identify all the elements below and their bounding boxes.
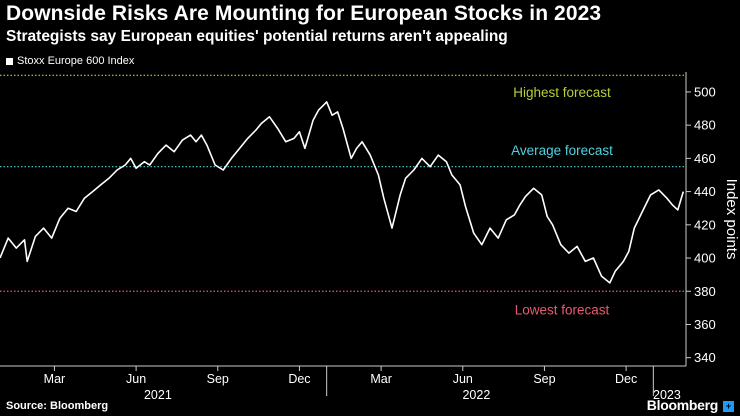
year-label: 2023 bbox=[653, 388, 681, 402]
y-tick-label: 500 bbox=[694, 84, 716, 99]
x-tick-label: Sep bbox=[533, 372, 555, 386]
reference-label: Average forecast bbox=[511, 143, 613, 158]
year-label: 2021 bbox=[144, 388, 172, 402]
chart-title: Downside Risks Are Mounting for European… bbox=[6, 2, 602, 25]
y-tick-label: 400 bbox=[694, 251, 716, 266]
legend: Stoxx Europe 600 Index bbox=[6, 55, 134, 67]
reference-label: Highest forecast bbox=[513, 85, 611, 100]
chart-subtitle: Strategists say European equities' poten… bbox=[6, 28, 508, 45]
y-tick-label: 440 bbox=[694, 184, 716, 199]
y-tick-label: 480 bbox=[694, 118, 716, 133]
x-tick-label: Jun bbox=[126, 372, 146, 386]
legend-label: Stoxx Europe 600 Index bbox=[17, 55, 135, 67]
x-tick-label: Sep bbox=[207, 372, 229, 386]
y-tick-label: 360 bbox=[694, 317, 716, 332]
x-tick-label: Dec bbox=[615, 372, 637, 386]
y-tick-label: 420 bbox=[694, 217, 716, 232]
y-tick-label: 460 bbox=[694, 151, 716, 166]
y-tick-label: 340 bbox=[694, 350, 716, 365]
x-tick-label: Mar bbox=[370, 372, 392, 386]
y-tick-label: 380 bbox=[694, 284, 716, 299]
legend-swatch bbox=[6, 57, 13, 65]
brand-plus-icon: + bbox=[723, 401, 734, 412]
series-line bbox=[0, 101, 685, 284]
brand-logo: Bloomberg bbox=[646, 397, 719, 413]
x-tick-label: Jun bbox=[453, 372, 473, 386]
y-axis-title: Index points bbox=[723, 179, 740, 260]
x-tick-label: Mar bbox=[44, 372, 66, 386]
x-tick-label: Dec bbox=[288, 372, 310, 386]
reference-label: Lowest forecast bbox=[515, 303, 610, 318]
year-label: 2022 bbox=[462, 388, 490, 402]
source-note: Source: Bloomberg bbox=[6, 400, 109, 412]
